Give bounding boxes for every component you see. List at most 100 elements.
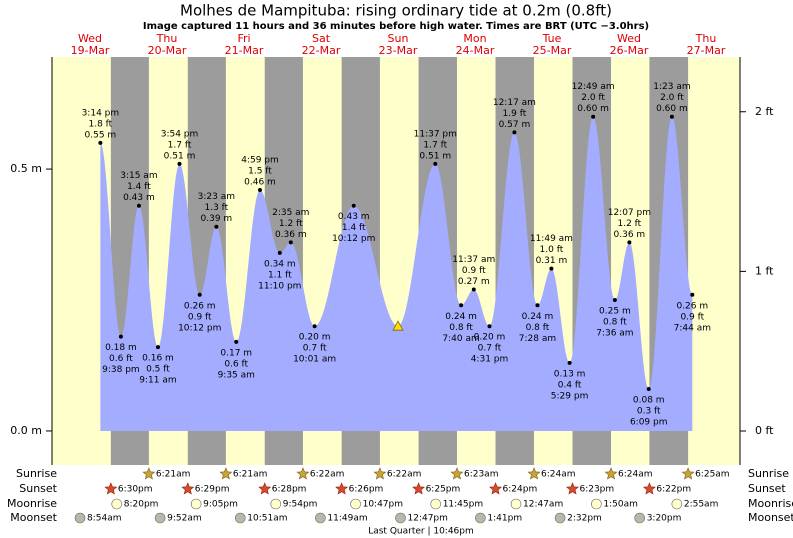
tide-label: 12:07 pm xyxy=(608,208,651,218)
sunrise-icon xyxy=(604,467,618,480)
tide-label: 0.9 ft xyxy=(462,266,486,276)
tide-label: 10:01 am xyxy=(293,355,336,365)
tide-extreme xyxy=(277,250,282,255)
moonset-time: 3:20pm xyxy=(647,514,682,524)
tide-label: 0.60 m xyxy=(656,104,688,114)
tide-label: 0.7 ft xyxy=(303,344,327,354)
sunrise-time: 6:21am xyxy=(233,470,268,480)
tide-label: 0.8 ft xyxy=(603,318,627,328)
tide-extreme xyxy=(351,203,356,208)
tide-label: 0.7 ft xyxy=(478,344,502,354)
day-name: Fri xyxy=(237,32,250,45)
tide-label: 1.3 ft xyxy=(204,203,228,213)
y-tick-label: 0.5 m xyxy=(10,162,42,175)
tide-label: 0.57 m xyxy=(499,120,531,130)
tide-label: 0.36 m xyxy=(275,230,307,240)
tide-extreme xyxy=(155,345,160,350)
moonset-time: 2:32pm xyxy=(567,514,602,524)
tide-label: 7:36 am xyxy=(596,329,633,339)
sunrise-icon xyxy=(681,467,695,480)
tide-extreme xyxy=(487,324,492,329)
moonset-icon xyxy=(74,512,86,524)
tide-label: 0.4 ft xyxy=(558,380,582,390)
moonset-icon xyxy=(315,512,326,524)
tide-label: 0.36 m xyxy=(614,230,646,240)
moonset-icon xyxy=(235,512,246,524)
tide-label: 1.2 ft xyxy=(618,219,642,229)
day-date: 25-Mar xyxy=(533,44,572,57)
tide-label: 1.4 ft xyxy=(127,182,151,192)
sunset-icon xyxy=(335,482,349,495)
moonrise-time: 1:50am xyxy=(603,500,638,510)
tide-extreme xyxy=(627,240,632,245)
day-name: Thu xyxy=(156,32,178,45)
tide-label: 0.6 ft xyxy=(109,354,133,364)
sunrise-time: 6:23am xyxy=(464,470,499,480)
tide-label: 10:12 pm xyxy=(178,323,221,333)
tide-label: 0.8 ft xyxy=(449,323,473,333)
tide-label: 1.4 ft xyxy=(342,223,366,233)
tide-label: 12:49 am xyxy=(572,82,615,92)
sunrise-icon xyxy=(296,467,310,480)
tide-label: 1.9 ft xyxy=(503,109,527,119)
y-tick-label: 0.0 m xyxy=(10,424,42,437)
tide-label: 4:59 pm xyxy=(241,156,279,166)
moonrise-time: 8:20pm xyxy=(124,500,159,510)
day-name: Thu xyxy=(695,32,717,45)
tide-label: 7:28 am xyxy=(519,334,556,344)
tide-extreme xyxy=(512,130,517,135)
tide-label: 0.27 m xyxy=(458,277,490,287)
tide-label: 0.46 m xyxy=(244,178,276,188)
tide-label: 0.55 m xyxy=(85,130,117,140)
tide-extreme xyxy=(177,161,182,166)
tide-extreme xyxy=(234,339,239,344)
day-date: 21-Mar xyxy=(225,44,264,57)
tide-extreme xyxy=(214,224,219,229)
tide-label: 0.8 ft xyxy=(526,323,550,333)
sunset-icon xyxy=(104,482,118,495)
tide-extreme xyxy=(567,360,572,365)
tide-label: 0.3 ft xyxy=(637,407,661,417)
tide-label: 1.5 ft xyxy=(248,167,272,177)
tide-label: 0.39 m xyxy=(201,214,233,224)
sunset-icon xyxy=(566,482,579,495)
tide-extreme xyxy=(690,292,695,297)
day-name: Mon xyxy=(463,32,486,45)
tide-label: 9:38 pm xyxy=(102,365,140,375)
tide-label: 2.0 ft xyxy=(660,93,684,103)
tide-label: 0.16 m xyxy=(142,354,174,364)
tide-label: 3:54 pm xyxy=(161,129,199,139)
tide-label: 0.26 m xyxy=(184,301,216,311)
sunrise-icon xyxy=(219,467,233,480)
sunset-time: 6:26pm xyxy=(349,485,384,495)
tide-label: 2:35 am xyxy=(272,208,309,218)
row-label: Sunrise xyxy=(748,467,789,480)
now-marker xyxy=(392,320,404,331)
moonset-time: 10:51am xyxy=(247,514,287,524)
tide-label: 12:17 am xyxy=(493,98,536,108)
sunrise-time: 6:22am xyxy=(310,470,345,480)
tide-extreme xyxy=(646,387,651,392)
day-name: Wed xyxy=(617,32,641,45)
day-name: Tue xyxy=(542,32,562,45)
moonrise-icon xyxy=(270,498,282,510)
row-label: Sunset xyxy=(748,482,786,495)
sunrise-time: 6:21am xyxy=(156,470,191,480)
day-date: 27-Mar xyxy=(687,44,726,57)
sunset-time: 6:29pm xyxy=(195,485,230,495)
tide-label: 0.6 ft xyxy=(224,359,248,369)
moonrise-icon xyxy=(591,498,602,510)
tide-extreme xyxy=(669,114,674,119)
sunrise-icon xyxy=(142,467,156,480)
tide-extreme xyxy=(549,266,554,271)
tide-extreme xyxy=(312,324,317,329)
tide-extreme xyxy=(136,203,141,208)
moonrise-icon xyxy=(350,498,361,510)
tide-extreme xyxy=(433,161,438,166)
tide-label: 0.51 m xyxy=(419,151,451,161)
moonset-time: 12:47pm xyxy=(408,514,448,524)
moonset-icon xyxy=(554,512,566,524)
moonrise-time: 11:45pm xyxy=(443,500,483,510)
moonrise-icon xyxy=(190,498,202,510)
moonrise-time: 12:47am xyxy=(523,500,563,510)
